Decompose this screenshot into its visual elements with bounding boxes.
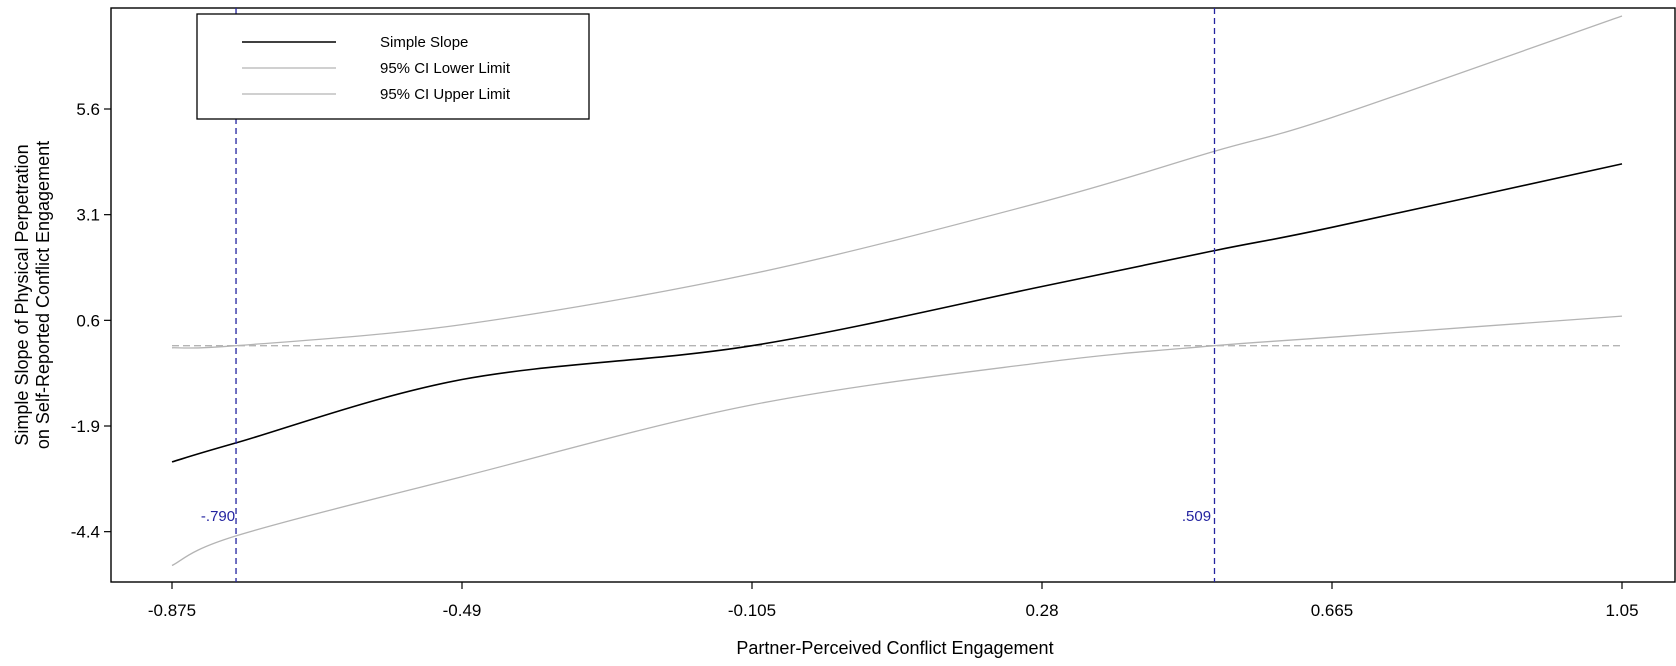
y-tick-label: -1.9 (71, 417, 100, 436)
y-tick-label: 5.6 (76, 100, 100, 119)
x-tick-label: 0.28 (1025, 601, 1058, 620)
x-tick-label: 1.05 (1605, 601, 1638, 620)
jn-boundary-label: .509 (1182, 508, 1211, 525)
simple-slope-line (171, 163, 1623, 463)
legend-box (196, 13, 590, 120)
x-tick-label: -0.49 (443, 601, 482, 620)
legend-entry-label: Simple Slope (380, 34, 468, 51)
x-axis-title: Partner-Perceived Conflict Engagement (736, 638, 1053, 658)
y-axis-title-line-2: on Self-Reported Conflict Engagement (33, 141, 53, 449)
x-tick-label: 0.665 (1311, 601, 1354, 620)
x-tick-label: -0.875 (148, 601, 196, 620)
y-tick-label: 0.6 (76, 311, 100, 330)
ci-upper-limit-line (171, 15, 1623, 349)
jn-boundary-label: -.790 (201, 508, 235, 525)
y-tick-label: 3.1 (76, 206, 100, 225)
y-axis-title-line-1: Simple Slope of Physical Perpetration (12, 144, 32, 445)
y-tick-label: -4.4 (71, 523, 100, 542)
x-tick-label: -0.105 (728, 601, 776, 620)
ci-lower-limit-line (171, 315, 1623, 567)
legend-entry-label: 95% CI Lower Limit (380, 60, 511, 77)
plot-area (110, 7, 1676, 583)
legend-entry-label: 95% CI Upper Limit (380, 86, 511, 103)
